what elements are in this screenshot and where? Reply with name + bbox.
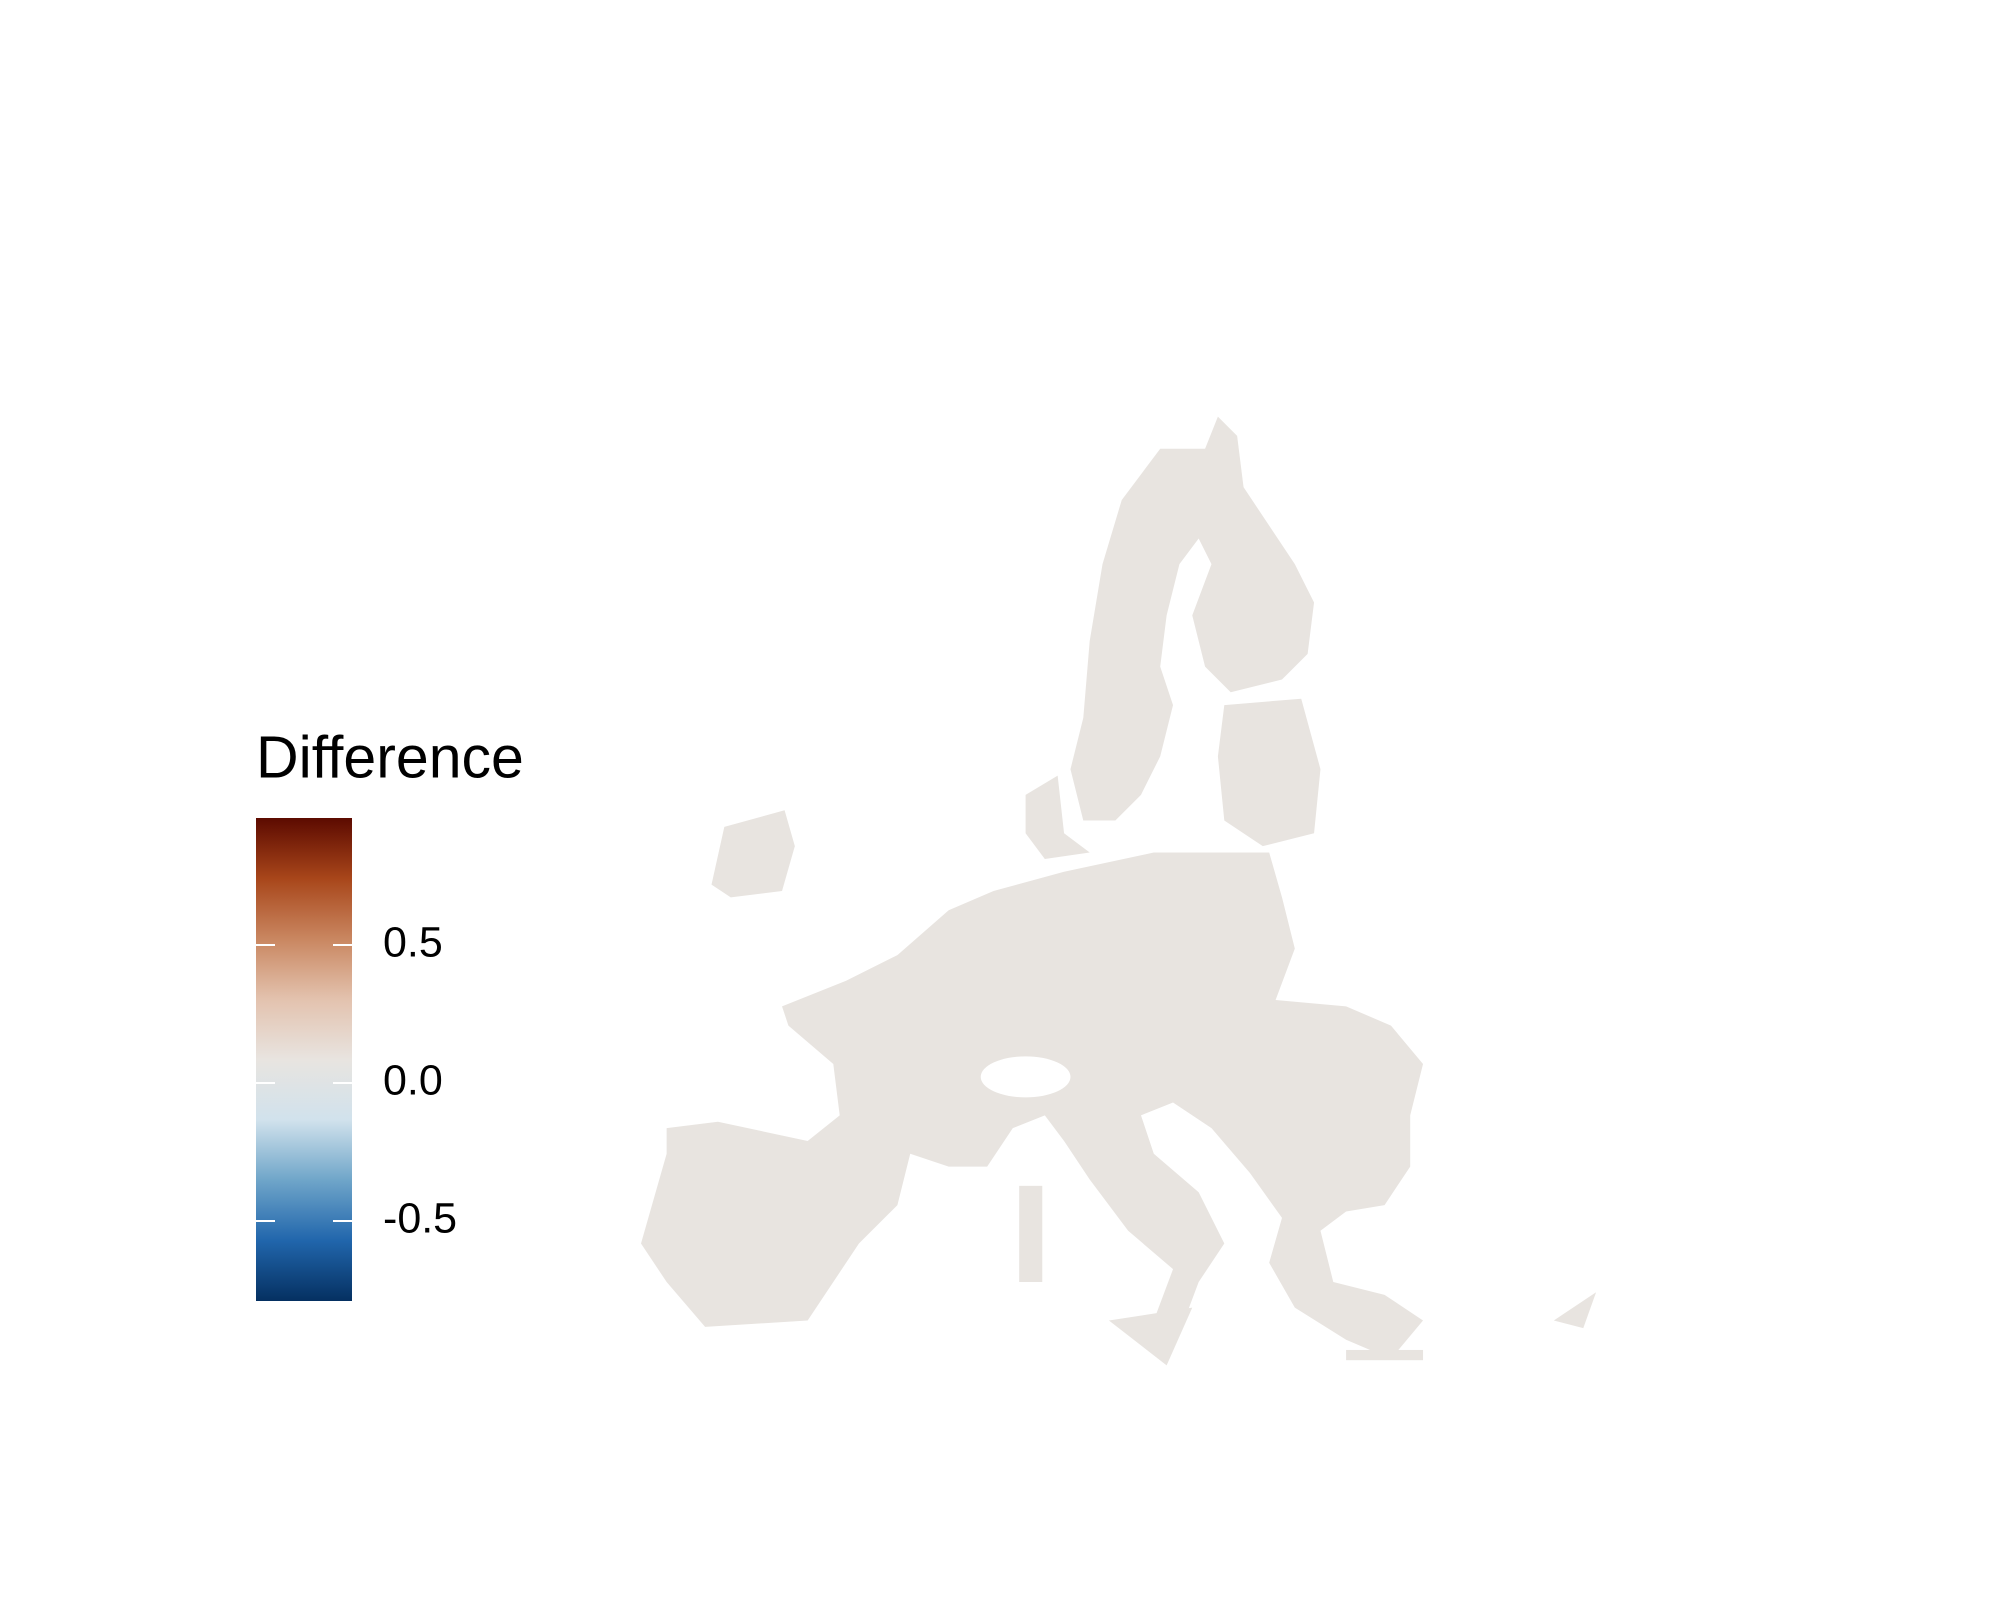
tick-label: 0.0 <box>383 1056 443 1104</box>
colorbar <box>256 818 352 1301</box>
tick-label: -0.5 <box>383 1194 457 1242</box>
legend-title: Difference <box>256 725 524 791</box>
crete <box>1346 1349 1424 1361</box>
cyprus <box>1553 1292 1597 1329</box>
alps-gap <box>980 1056 1071 1098</box>
baltics <box>1217 698 1321 847</box>
ireland <box>711 810 795 898</box>
land <box>641 416 1597 1366</box>
tick-label: 0.5 <box>383 918 443 966</box>
mainland <box>641 852 1424 1359</box>
scandinavia <box>1070 416 1315 821</box>
sardinia-corsica <box>1019 1185 1043 1283</box>
denmark <box>1025 775 1090 859</box>
sicily <box>1108 1307 1193 1366</box>
